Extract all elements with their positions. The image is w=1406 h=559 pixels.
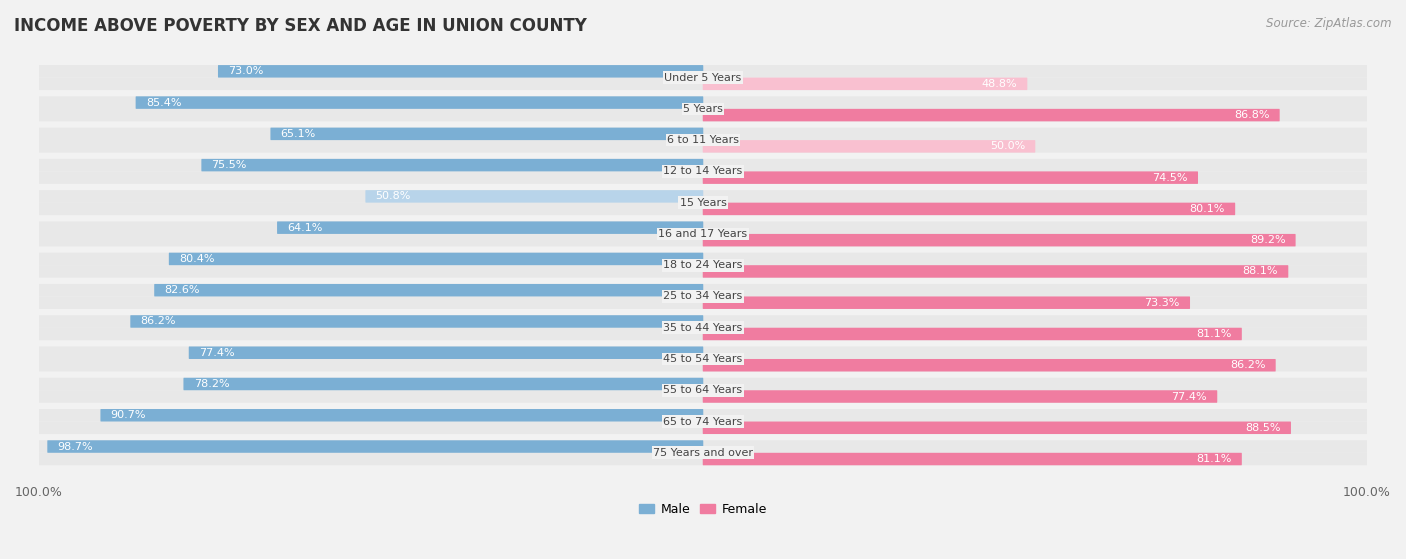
FancyBboxPatch shape (703, 109, 1279, 121)
Text: 74.5%: 74.5% (1153, 173, 1188, 183)
FancyBboxPatch shape (703, 140, 1035, 153)
FancyBboxPatch shape (703, 203, 1236, 215)
FancyBboxPatch shape (39, 96, 1367, 109)
Text: 18 to 24 Years: 18 to 24 Years (664, 260, 742, 270)
Text: 77.4%: 77.4% (1171, 391, 1206, 401)
FancyBboxPatch shape (39, 328, 1367, 340)
FancyBboxPatch shape (183, 378, 703, 390)
FancyBboxPatch shape (39, 440, 1367, 453)
FancyBboxPatch shape (39, 253, 1367, 265)
FancyBboxPatch shape (39, 159, 1367, 172)
Text: INCOME ABOVE POVERTY BY SEX AND AGE IN UNION COUNTY: INCOME ABOVE POVERTY BY SEX AND AGE IN U… (14, 17, 586, 35)
FancyBboxPatch shape (131, 315, 703, 328)
FancyBboxPatch shape (39, 421, 1367, 434)
FancyBboxPatch shape (169, 253, 703, 265)
Text: 85.4%: 85.4% (146, 98, 181, 107)
FancyBboxPatch shape (39, 284, 1367, 296)
Text: Under 5 Years: Under 5 Years (665, 73, 741, 83)
FancyBboxPatch shape (703, 421, 1291, 434)
FancyBboxPatch shape (366, 190, 703, 203)
FancyBboxPatch shape (703, 390, 1218, 403)
FancyBboxPatch shape (39, 265, 1367, 278)
Text: 73.0%: 73.0% (228, 67, 263, 77)
FancyBboxPatch shape (39, 190, 1367, 203)
Text: 75.5%: 75.5% (211, 160, 247, 170)
FancyBboxPatch shape (39, 234, 1367, 247)
FancyBboxPatch shape (39, 221, 1367, 234)
Text: 78.2%: 78.2% (194, 379, 229, 389)
FancyBboxPatch shape (39, 203, 1367, 215)
Text: 88.1%: 88.1% (1243, 267, 1278, 277)
Text: 90.7%: 90.7% (111, 410, 146, 420)
FancyBboxPatch shape (39, 409, 1367, 421)
Text: 80.1%: 80.1% (1189, 204, 1225, 214)
Text: 65.1%: 65.1% (281, 129, 316, 139)
FancyBboxPatch shape (39, 296, 1367, 309)
FancyBboxPatch shape (270, 127, 703, 140)
Text: 15 Years: 15 Years (679, 198, 727, 207)
Text: 73.3%: 73.3% (1144, 298, 1180, 307)
FancyBboxPatch shape (39, 127, 1367, 140)
FancyBboxPatch shape (48, 440, 703, 453)
Text: 64.1%: 64.1% (287, 222, 322, 233)
Text: Source: ZipAtlas.com: Source: ZipAtlas.com (1267, 17, 1392, 30)
FancyBboxPatch shape (201, 159, 703, 172)
Text: 81.1%: 81.1% (1197, 329, 1232, 339)
FancyBboxPatch shape (39, 315, 1367, 328)
FancyBboxPatch shape (39, 140, 1367, 153)
FancyBboxPatch shape (218, 65, 703, 78)
FancyBboxPatch shape (39, 78, 1367, 90)
FancyBboxPatch shape (39, 109, 1367, 121)
FancyBboxPatch shape (155, 284, 703, 296)
FancyBboxPatch shape (39, 378, 1367, 390)
Text: 25 to 34 Years: 25 to 34 Years (664, 291, 742, 301)
Text: 88.5%: 88.5% (1246, 423, 1281, 433)
Text: 45 to 54 Years: 45 to 54 Years (664, 354, 742, 364)
Text: 98.7%: 98.7% (58, 442, 93, 452)
FancyBboxPatch shape (39, 359, 1367, 372)
FancyBboxPatch shape (39, 65, 1367, 78)
Text: 55 to 64 Years: 55 to 64 Years (664, 385, 742, 395)
Text: 12 to 14 Years: 12 to 14 Years (664, 167, 742, 177)
FancyBboxPatch shape (39, 347, 1367, 359)
FancyBboxPatch shape (703, 234, 1295, 247)
Text: 81.1%: 81.1% (1197, 454, 1232, 464)
Text: 86.8%: 86.8% (1234, 110, 1270, 120)
Text: 86.2%: 86.2% (141, 316, 176, 326)
Text: 50.8%: 50.8% (375, 191, 411, 201)
Text: 35 to 44 Years: 35 to 44 Years (664, 323, 742, 333)
Text: 16 and 17 Years: 16 and 17 Years (658, 229, 748, 239)
Legend: Male, Female: Male, Female (634, 498, 772, 520)
Text: 89.2%: 89.2% (1250, 235, 1285, 245)
Text: 77.4%: 77.4% (200, 348, 235, 358)
Text: 82.6%: 82.6% (165, 285, 200, 295)
Text: 6 to 11 Years: 6 to 11 Years (666, 135, 740, 145)
FancyBboxPatch shape (188, 347, 703, 359)
Text: 5 Years: 5 Years (683, 104, 723, 114)
FancyBboxPatch shape (703, 359, 1275, 372)
Text: 75 Years and over: 75 Years and over (652, 448, 754, 458)
FancyBboxPatch shape (703, 172, 1198, 184)
FancyBboxPatch shape (703, 265, 1288, 278)
Text: 50.0%: 50.0% (990, 141, 1025, 151)
Text: 80.4%: 80.4% (179, 254, 215, 264)
FancyBboxPatch shape (703, 296, 1189, 309)
FancyBboxPatch shape (703, 328, 1241, 340)
FancyBboxPatch shape (39, 172, 1367, 184)
Text: 65 to 74 Years: 65 to 74 Years (664, 416, 742, 427)
FancyBboxPatch shape (703, 453, 1241, 465)
FancyBboxPatch shape (277, 221, 703, 234)
FancyBboxPatch shape (135, 96, 703, 109)
Text: 48.8%: 48.8% (981, 79, 1017, 89)
Text: 86.2%: 86.2% (1230, 360, 1265, 370)
FancyBboxPatch shape (39, 453, 1367, 465)
FancyBboxPatch shape (39, 390, 1367, 403)
FancyBboxPatch shape (100, 409, 703, 421)
FancyBboxPatch shape (703, 78, 1028, 90)
